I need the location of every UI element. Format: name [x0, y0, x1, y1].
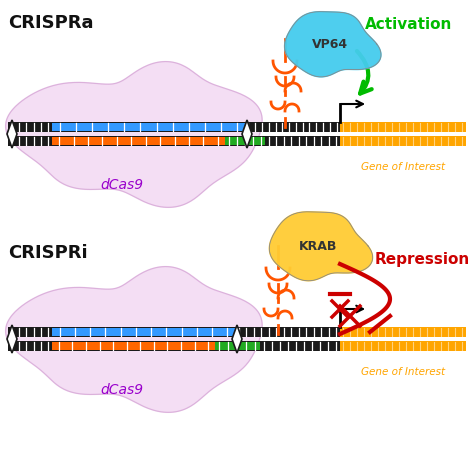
Bar [8, 122, 466, 132]
Text: Gene of Interest: Gene of Interest [361, 162, 445, 172]
Bar [52, 123, 245, 131]
Polygon shape [284, 12, 381, 77]
Polygon shape [6, 62, 262, 208]
Polygon shape [6, 266, 262, 412]
Bar [215, 342, 260, 350]
Polygon shape [232, 325, 242, 353]
Bar [340, 122, 466, 132]
Polygon shape [7, 120, 17, 148]
Polygon shape [242, 120, 252, 148]
Polygon shape [269, 212, 373, 281]
Bar [340, 341, 466, 351]
Text: dCas9: dCas9 [100, 178, 143, 192]
Bar [52, 328, 235, 336]
Text: CRISPRi: CRISPRi [8, 244, 88, 262]
Bar [225, 137, 265, 145]
Text: KRAB: KRAB [299, 239, 337, 253]
Bar [8, 327, 466, 337]
Text: Activation: Activation [365, 17, 452, 32]
Text: Repression: Repression [375, 252, 470, 267]
Bar [8, 341, 466, 351]
Text: VP64: VP64 [312, 37, 348, 51]
Polygon shape [7, 325, 17, 353]
Bar [52, 137, 225, 145]
Bar [52, 342, 215, 350]
Bar [340, 327, 466, 337]
Text: Gene of Interest: Gene of Interest [361, 367, 445, 377]
Bar [8, 136, 466, 146]
Text: CRISPRa: CRISPRa [8, 14, 93, 32]
Text: dCas9: dCas9 [100, 383, 143, 397]
Bar [340, 136, 466, 146]
